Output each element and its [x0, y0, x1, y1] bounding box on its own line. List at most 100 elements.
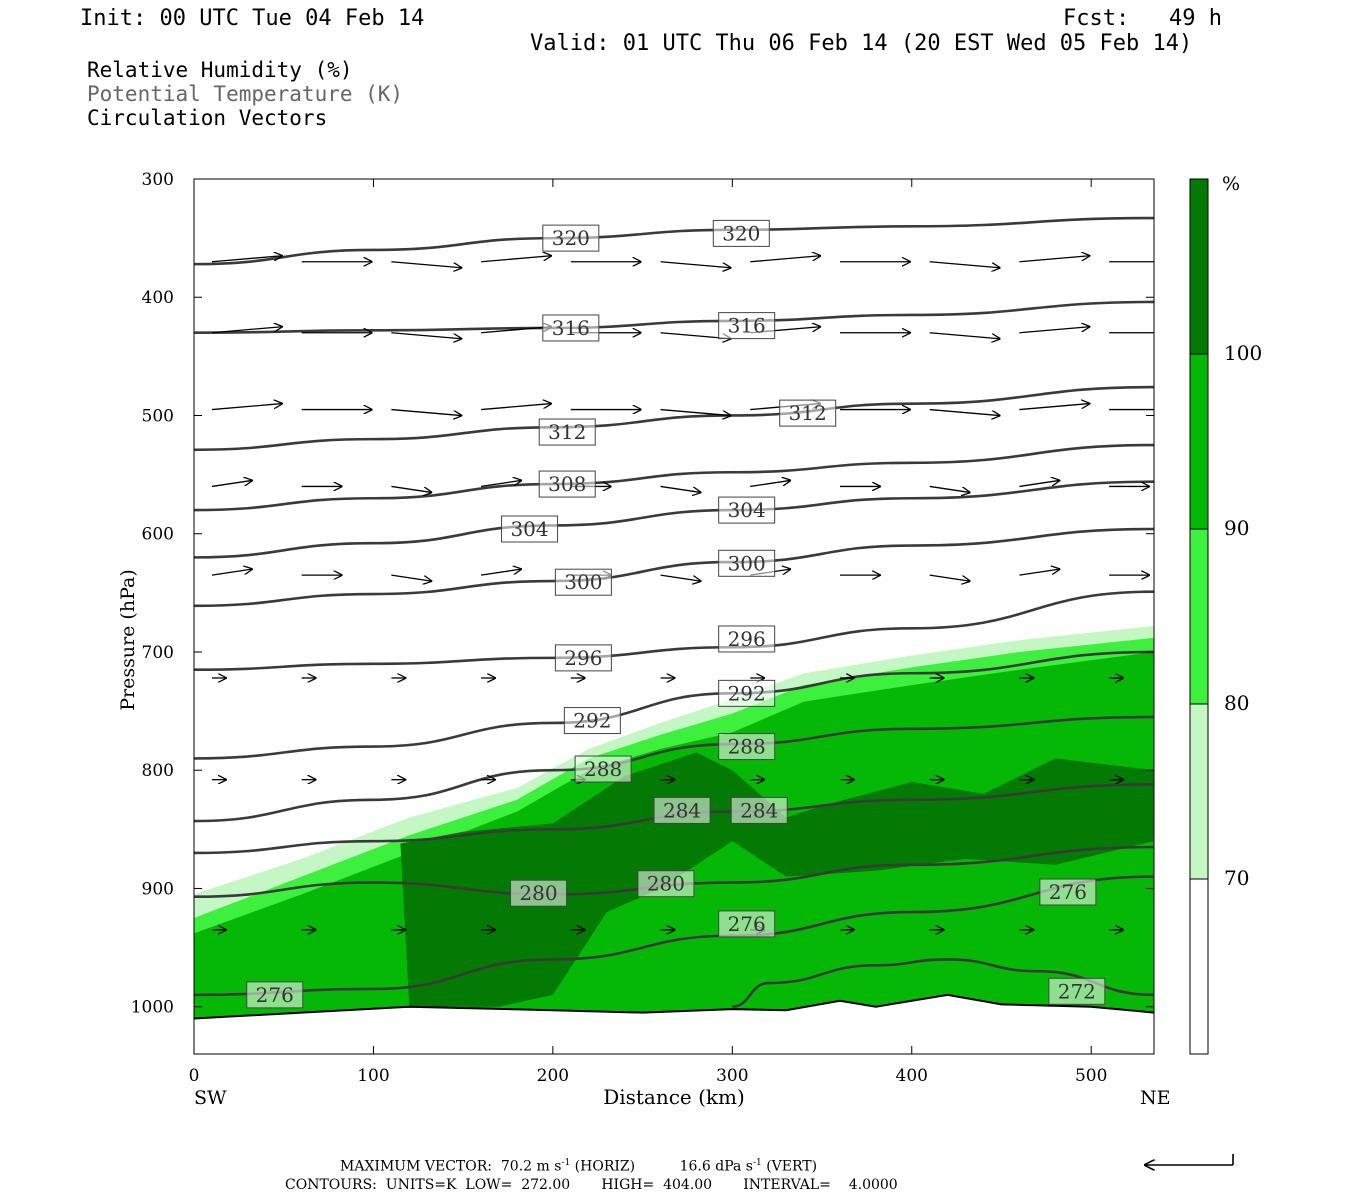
max-horiz-value: 70.2 m s	[500, 1158, 562, 1175]
contour-label-box	[246, 981, 304, 1009]
contour-label-box	[538, 470, 596, 498]
contour-label-box	[718, 679, 776, 707]
contour-label: 296	[564, 646, 602, 670]
contour-label-box	[637, 870, 695, 898]
terrain-line	[194, 993, 1154, 1020]
x-tick-label: 500	[1075, 1066, 1107, 1086]
vector-arrow	[660, 408, 731, 416]
y-tick-label: 800	[142, 761, 174, 781]
contour-label-box	[501, 515, 559, 543]
vector-arrow	[481, 327, 551, 334]
vector-arrow	[211, 256, 282, 263]
contour-label-box	[730, 796, 788, 824]
vector-arrow	[1019, 327, 1089, 334]
vector-arrow	[391, 574, 431, 581]
contour-label-box	[653, 796, 711, 824]
y-tick-label: 300	[142, 170, 174, 190]
vector-arrow	[929, 574, 970, 581]
contour-label-box	[1048, 977, 1106, 1005]
theta-288	[194, 715, 1154, 823]
contour-label: 272	[1058, 979, 1096, 1003]
vector-arrow	[391, 261, 461, 268]
y-tick-label: 500	[142, 406, 174, 426]
axes: 300 400 500 600 700 800 900 1000 0 100 200 300 400 50…	[131, 170, 1154, 1086]
contour-info: CONTOURS: UNITS=K LOW= 272.00 HIGH= 404.…	[285, 1177, 898, 1193]
vector-arrow	[929, 408, 1000, 416]
contour-label: 288	[584, 757, 622, 781]
theta-320	[194, 216, 1154, 266]
vector-arrow	[1019, 569, 1059, 576]
x-tick-label: 300	[716, 1066, 748, 1086]
colorbar: 70 80 90 100	[1189, 178, 1262, 1055]
contour-label-box	[718, 496, 776, 524]
max-vector-label: MAXIMUM VECTOR:	[340, 1158, 492, 1175]
theta-308	[194, 443, 1154, 512]
contour-label-box	[538, 418, 596, 446]
x-tick-label: 100	[357, 1066, 389, 1086]
vector-arrow	[391, 408, 461, 416]
max-vector-line: MAXIMUM VECTOR: 70.2 m s-1 (HORIZ) 16.6 …	[340, 1158, 818, 1175]
vector-arrow	[481, 480, 521, 488]
y-tick-label: 1000	[131, 998, 174, 1018]
colorbar-unit: %	[1222, 173, 1240, 195]
contour-label: 276	[256, 983, 294, 1007]
x-tick-label: 400	[896, 1066, 928, 1086]
theta-contours	[194, 216, 1154, 1008]
vector-arrow	[750, 480, 790, 488]
contour-label: 316	[552, 316, 590, 340]
forecast-hour: Fcst: 49 h	[1063, 6, 1222, 31]
contour-label: 304	[728, 498, 766, 522]
contour-label: 284	[740, 798, 778, 822]
theta-300	[194, 527, 1154, 608]
contour-label: 312	[789, 401, 827, 425]
colorbar-segment	[1189, 528, 1209, 705]
colorbar-segment	[1189, 878, 1209, 1055]
horiz-tag: (HORIZ)	[574, 1158, 636, 1175]
vector-arrow	[660, 261, 731, 268]
vector-arrow	[211, 327, 282, 334]
y-tick-label: 900	[142, 879, 174, 899]
init-time: Init: 00 UTC Tue 04 Feb 14	[80, 6, 425, 31]
contour-label: 312	[548, 420, 586, 444]
terrain-fill	[194, 994, 1154, 1054]
contour-label-box	[718, 549, 776, 577]
ne-label: NE	[1140, 1087, 1171, 1109]
sw-label: SW	[194, 1087, 227, 1109]
vector-arrow	[929, 485, 970, 492]
contour-label-box	[718, 312, 776, 340]
contour-label: 280	[519, 881, 557, 905]
colorbar-label: 80	[1224, 691, 1249, 715]
vector-arrow	[929, 261, 1000, 268]
vector-arrow	[481, 569, 521, 576]
x-axis-title: Distance (km)	[603, 1085, 745, 1109]
contour-label-box	[718, 910, 776, 938]
vector-arrow	[1019, 480, 1059, 488]
vector-arrow	[750, 256, 820, 263]
vector-arrow	[929, 332, 1000, 339]
legend-rh: Relative Humidity (%)	[87, 58, 353, 82]
vector-arrow	[391, 332, 461, 339]
contour-label-box	[542, 314, 600, 342]
rh-shading	[194, 625, 1154, 1054]
contour-label: 308	[548, 472, 586, 496]
theta-276	[194, 875, 1154, 997]
vector-arrow	[211, 480, 252, 488]
colorbar-label: 90	[1224, 516, 1249, 540]
contour-label: 292	[573, 709, 611, 733]
contour-label-box	[574, 755, 632, 783]
theta-312	[194, 385, 1154, 452]
contour-label: 304	[510, 517, 548, 541]
colorbar-label: 100	[1224, 341, 1262, 365]
contour-label: 316	[728, 314, 766, 338]
legend-vectors: Circulation Vectors	[87, 106, 328, 130]
x-tick-label: 0	[189, 1066, 200, 1086]
vector-arrow	[211, 569, 252, 576]
contour-label-box	[563, 707, 621, 735]
contour-label: 276	[728, 912, 766, 936]
rh-layer-100	[400, 752, 1154, 1007]
legend-theta: Potential Temperature (K)	[87, 82, 404, 106]
y-tick-label: 400	[142, 288, 174, 308]
contour-label: 300	[728, 551, 766, 575]
